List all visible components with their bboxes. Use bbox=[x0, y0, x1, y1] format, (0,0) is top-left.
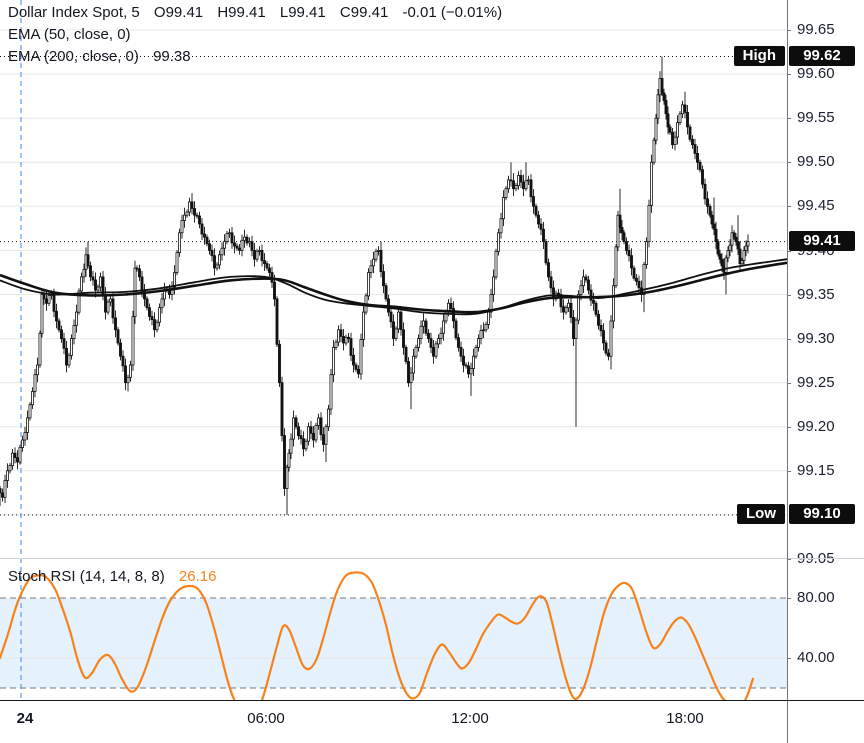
time-axis-border bbox=[0, 700, 864, 701]
last-price-tag: 99.41 bbox=[789, 231, 855, 251]
stoch-rsi-pane-canvas[interactable] bbox=[0, 558, 787, 700]
high-marker-tag: High bbox=[733, 46, 785, 66]
stoch-axis-label: 80.00 bbox=[797, 589, 835, 606]
ema200-value: 99.38 bbox=[153, 48, 191, 65]
price-axis-label: 99.20 bbox=[797, 418, 835, 435]
legend-ema200-row[interactable]: EMA (200, close, 0) 99.38 bbox=[8, 46, 502, 68]
price-axis-label: 99.60 bbox=[797, 65, 835, 82]
ohlc-high: H99.41 bbox=[217, 4, 266, 21]
axis-tick bbox=[787, 74, 791, 75]
price-pane-canvas[interactable] bbox=[0, 0, 787, 558]
price-axis-label: 99.30 bbox=[797, 330, 835, 347]
low-marker-tag: Low bbox=[737, 504, 785, 524]
axis-tick bbox=[787, 471, 791, 472]
axis-tick bbox=[787, 339, 791, 340]
symbol-title: Dollar Index Spot, 5 bbox=[8, 4, 140, 21]
price-axis-label: 99.45 bbox=[797, 197, 835, 214]
time-axis-label: 06:00 bbox=[247, 710, 285, 727]
pane-divider[interactable] bbox=[0, 558, 864, 559]
high-price-tag: 99.62 bbox=[789, 46, 855, 66]
time-axis-label: 18:00 bbox=[666, 710, 704, 727]
axis-tick bbox=[787, 658, 791, 659]
change-value: -0.01 (−0.01%) bbox=[402, 4, 503, 21]
stoch-axis-label: 40.00 bbox=[797, 649, 835, 666]
stoch-rsi-value: 26.16 bbox=[178, 568, 217, 585]
ohlc-low: L99.41 bbox=[279, 4, 326, 21]
axis-tick bbox=[787, 118, 791, 119]
price-axis-label: 99.50 bbox=[797, 153, 835, 170]
axis-tick bbox=[787, 427, 791, 428]
axis-tick bbox=[787, 30, 791, 31]
axis-tick bbox=[787, 598, 791, 599]
axis-tick bbox=[787, 383, 791, 384]
chart-legend: Dollar Index Spot, 5 O99.41 H99.41 L99.4… bbox=[8, 2, 502, 68]
price-axis-label: 99.55 bbox=[797, 109, 835, 126]
ohlc-close: C99.41 bbox=[339, 4, 389, 21]
ema50-label: EMA (50, close, 0) bbox=[8, 26, 131, 43]
axis-tick bbox=[787, 295, 791, 296]
axis-tick bbox=[787, 162, 791, 163]
low-price-tag: 99.10 bbox=[789, 504, 855, 524]
ohlc-open: O99.41 bbox=[153, 4, 204, 21]
stoch-rsi-label: Stoch RSI (14, 14, 8, 8) bbox=[8, 568, 165, 585]
axis-tick bbox=[787, 559, 791, 560]
time-axis-label: 24 bbox=[16, 710, 34, 727]
axis-tick bbox=[787, 251, 791, 252]
price-axis-label: 99.35 bbox=[797, 286, 835, 303]
price-axis-label: 99.15 bbox=[797, 462, 835, 479]
price-axis-label: 99.65 bbox=[797, 21, 835, 38]
price-axis[interactable]: 99.6599.6099.5599.5099.4599.4099.3599.30… bbox=[787, 0, 864, 743]
legend-symbol-row[interactable]: Dollar Index Spot, 5 O99.41 H99.41 L99.4… bbox=[8, 2, 502, 24]
legend-ema50-row[interactable]: EMA (50, close, 0) bbox=[8, 24, 502, 46]
stoch-rsi-legend[interactable]: Stoch RSI (14, 14, 8, 8) 26.16 bbox=[8, 568, 216, 585]
price-axis-label: 99.25 bbox=[797, 374, 835, 391]
axis-border-line bbox=[787, 0, 788, 743]
axis-tick bbox=[787, 206, 791, 207]
time-axis[interactable]: 24 06:00 12:00 18:00 bbox=[0, 701, 864, 743]
ema200-label: EMA (200, close, 0) bbox=[8, 48, 139, 65]
time-axis-label: 12:00 bbox=[451, 710, 489, 727]
